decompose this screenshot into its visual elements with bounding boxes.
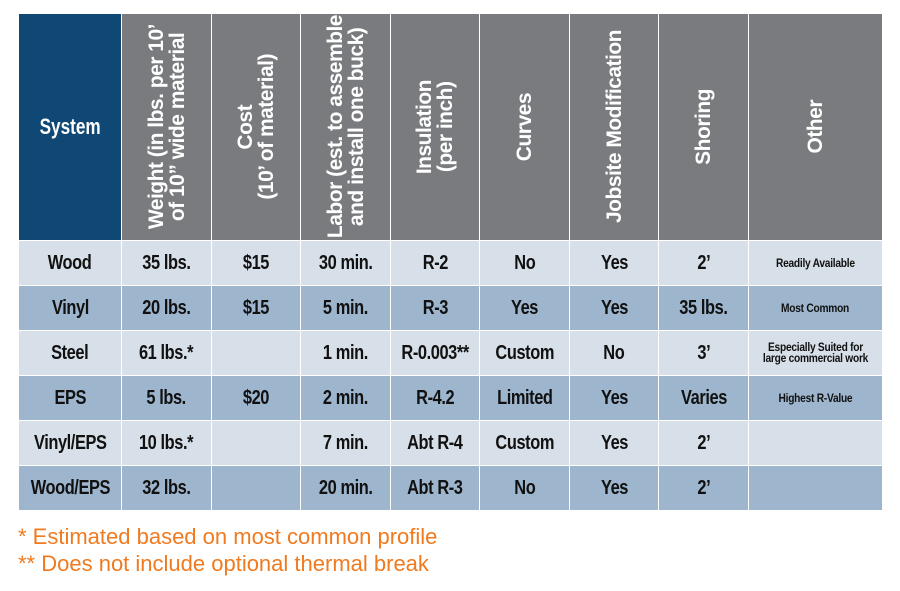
- cell-cost: [211, 465, 301, 511]
- cell-insulation: R-4.2: [390, 375, 480, 421]
- table-row: Vinyl 20 lbs. $15 5 min. R-3 Yes Yes 35 …: [18, 285, 883, 331]
- cell-other: Especially Suited for large commercial w…: [748, 330, 883, 376]
- cell-other: Highest R-Value: [748, 375, 883, 421]
- footnote-thermal-break: ** Does not include optional thermal bre…: [18, 551, 429, 576]
- cell-shoring: 2’: [658, 240, 749, 286]
- cell-curves: Custom: [479, 420, 570, 466]
- cell-jobsite: No: [569, 330, 659, 376]
- cell-insulation: R-3: [390, 285, 480, 331]
- cell-curves: Yes: [479, 285, 570, 331]
- header-weight: Weight (in lbs. per 10’ of 10” wide mate…: [121, 13, 212, 241]
- table-row: Wood/EPS 32 lbs. 20 min. Abt R-3 No Yes …: [18, 465, 883, 511]
- cell-labor: 7 min.: [300, 420, 391, 466]
- cell-shoring: 3’: [658, 330, 749, 376]
- table-row: EPS 5 lbs. $20 2 min. R-4.2 Limited Yes …: [18, 375, 883, 421]
- cell-labor: 20 min.: [300, 465, 391, 511]
- table-row: Wood 35 lbs. $15 30 min. R-2 No Yes 2’ R…: [18, 240, 883, 286]
- cell-other: [748, 420, 883, 466]
- cell-labor: 30 min.: [300, 240, 391, 286]
- cell-cost: [211, 330, 301, 376]
- footnotes: * Estimated based on most common profile…: [18, 523, 437, 577]
- cell-system: Wood/EPS: [18, 465, 122, 511]
- cell-labor: 2 min.: [300, 375, 391, 421]
- cell-jobsite: Yes: [569, 420, 659, 466]
- cell-jobsite: Yes: [569, 465, 659, 511]
- cell-labor: 1 min.: [300, 330, 391, 376]
- cell-weight: 20 lbs.: [121, 285, 212, 331]
- cell-jobsite: Yes: [569, 375, 659, 421]
- header-insulation: Insulation (per inch): [390, 13, 480, 241]
- cell-jobsite: Yes: [569, 285, 659, 331]
- cell-shoring: 2’: [658, 420, 749, 466]
- table-row: Vinyl/EPS 10 lbs.* 7 min. Abt R-4 Custom…: [18, 420, 883, 466]
- cell-insulation: Abt R-4: [390, 420, 480, 466]
- cell-cost: $20: [211, 375, 301, 421]
- cell-insulation: R-2: [390, 240, 480, 286]
- header-curves: Curves: [479, 13, 570, 241]
- cell-system: Steel: [18, 330, 122, 376]
- table-row: Steel 61 lbs.* 1 min. R-0.003** Custom N…: [18, 330, 883, 376]
- cell-cost: $15: [211, 285, 301, 331]
- cell-curves: No: [479, 240, 570, 286]
- header-jobsite-modification: Jobsite Modification: [569, 13, 659, 241]
- header-row: System Weight (in lbs. per 10’ of 10” wi…: [18, 13, 883, 241]
- cell-other: Most Common: [748, 285, 883, 331]
- cell-cost: $15: [211, 240, 301, 286]
- cell-curves: Limited: [479, 375, 570, 421]
- cell-cost: [211, 420, 301, 466]
- cell-curves: Custom: [479, 330, 570, 376]
- cell-weight: 32 lbs.: [121, 465, 212, 511]
- cell-system: Vinyl/EPS: [18, 420, 122, 466]
- cell-other: Readily Available: [748, 240, 883, 286]
- cell-system: EPS: [18, 375, 122, 421]
- footnote-estimated: * Estimated based on most common profile: [18, 524, 438, 549]
- cell-insulation: R-0.003**: [390, 330, 480, 376]
- cell-shoring: Varies: [658, 375, 749, 421]
- header-labor: Labor (est. to assemble and install one …: [300, 13, 391, 241]
- cell-weight: 35 lbs.: [121, 240, 212, 286]
- cell-jobsite: Yes: [569, 240, 659, 286]
- comparison-table: System Weight (in lbs. per 10’ of 10” wi…: [18, 13, 883, 511]
- cell-other: [748, 465, 883, 511]
- cell-weight: 10 lbs.*: [121, 420, 212, 466]
- cell-system: Vinyl: [18, 285, 122, 331]
- cell-curves: No: [479, 465, 570, 511]
- header-other: Other: [748, 13, 883, 241]
- cell-weight: 61 lbs.*: [121, 330, 212, 376]
- cell-insulation: Abt R-3: [390, 465, 480, 511]
- cell-labor: 5 min.: [300, 285, 391, 331]
- header-shoring: Shoring: [658, 13, 749, 241]
- header-cost: Cost (10’ of material): [211, 13, 301, 241]
- cell-system: Wood: [18, 240, 122, 286]
- header-system: System: [18, 13, 122, 241]
- cell-shoring: 2’: [658, 465, 749, 511]
- cell-weight: 5 lbs.: [121, 375, 212, 421]
- cell-shoring: 35 lbs.: [658, 285, 749, 331]
